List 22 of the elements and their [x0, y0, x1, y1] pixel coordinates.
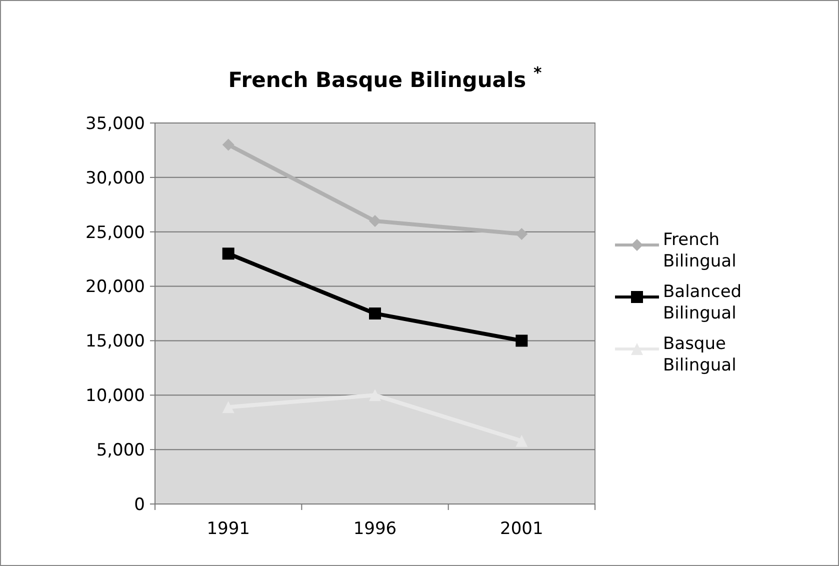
- point: [516, 228, 528, 240]
- chart-title: French Basque Bilinguals $^{*}$: [228, 62, 542, 92]
- point: [516, 334, 528, 347]
- point: [369, 214, 381, 227]
- x-tick-label: 1996: [353, 519, 397, 539]
- y-tick-label: 20,000: [86, 277, 145, 298]
- legend-label: Basque Bilingual: [663, 334, 736, 376]
- point: [369, 308, 381, 320]
- x-tick-label: 2001: [500, 519, 544, 539]
- y-tick-label: 30,000: [86, 168, 145, 188]
- x-tick-label: 1991: [206, 519, 250, 539]
- y-tick-label: 10,000: [86, 386, 145, 406]
- point: [369, 389, 381, 402]
- point: [222, 248, 234, 260]
- point: [222, 138, 234, 151]
- y-tick-label: 25,000: [86, 222, 145, 243]
- y-tick-label: 5,000: [96, 440, 145, 461]
- legend-label: French Bilingual: [663, 230, 736, 272]
- y-tick-label: 0: [134, 494, 145, 515]
- legend-label: Balanced Bilingual: [663, 282, 742, 324]
- y-tick-label: 15,000: [86, 332, 145, 352]
- y-tick-label: 35,000: [86, 114, 145, 134]
